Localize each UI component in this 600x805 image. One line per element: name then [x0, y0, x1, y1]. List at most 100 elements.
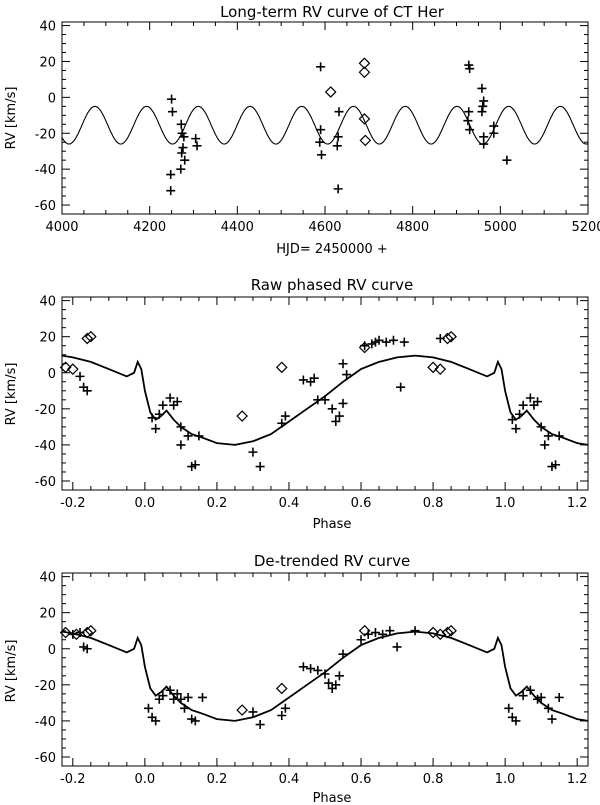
x-axis-label: Phase: [313, 791, 352, 805]
diamond-marker: [359, 114, 369, 124]
x-tick-label: 1.0: [495, 496, 516, 511]
plus-marker: [256, 720, 265, 729]
plus-marker: [335, 107, 344, 116]
x-tick-label: 1.2: [567, 496, 588, 511]
x-tick-label: 0.4: [279, 496, 300, 511]
plus-marker: [339, 650, 348, 659]
y-tick-label: -40: [35, 163, 56, 178]
plus-marker: [515, 410, 524, 419]
plus-marker: [502, 156, 511, 165]
figure: Long-term RV curve of CT Her HJD= 245000…: [0, 0, 600, 805]
plus-marker: [411, 626, 420, 635]
diamond-marker: [237, 411, 247, 421]
x-tick-label: 0.2: [207, 496, 228, 511]
diamond-marker: [277, 683, 287, 693]
plus-marker: [315, 138, 324, 147]
x-tick-label: 4000: [45, 220, 78, 235]
y-axis-label: RV [km/s]: [4, 87, 19, 150]
plus-marker: [504, 704, 513, 713]
x-tick-label: 0.8: [423, 772, 444, 787]
plus-marker: [555, 431, 564, 440]
plus-marker: [167, 95, 176, 104]
plus-marker: [555, 693, 564, 702]
plus-marker: [76, 372, 85, 381]
x-tick-label: 0.0: [135, 496, 156, 511]
plus-marker: [144, 704, 153, 713]
x-tick-label: 4800: [396, 220, 429, 235]
x-tick-label: -0.2: [60, 772, 85, 787]
plus-marker: [194, 431, 203, 440]
model-curve: [62, 106, 588, 144]
panel-title: De-trended RV curve: [254, 552, 410, 570]
plus-marker: [299, 662, 308, 671]
diamond-marker: [277, 362, 287, 372]
x-tick-label: 5200: [571, 220, 600, 235]
diamond-marker: [360, 135, 370, 145]
plus-marker: [547, 715, 556, 724]
x-tick-label: 0.6: [351, 772, 372, 787]
plus-marker: [400, 338, 409, 347]
plus-marker: [306, 664, 315, 673]
y-tick-label: -60: [35, 199, 56, 214]
long-term-rv-panel: Long-term RV curve of CT Her HJD= 245000…: [4, 3, 600, 257]
y-tick-label: 40: [39, 20, 56, 35]
plus-marker: [478, 102, 487, 111]
plus-marker: [463, 116, 472, 125]
x-tick-label: 0.2: [207, 772, 228, 787]
x-tick-label: 4200: [133, 220, 166, 235]
y-tick-label: -40: [35, 715, 56, 730]
plus-marker: [477, 84, 486, 93]
raw-phased-rv-panel: Raw phased RV curve Phase RV [km/s] -0.2…: [4, 276, 588, 532]
x-tick-label: -0.2: [60, 496, 85, 511]
plus-marker: [158, 401, 167, 410]
x-tick-label: 4600: [308, 220, 341, 235]
x-tick-label: 1.0: [495, 772, 516, 787]
panel-title: Raw phased RV curve: [251, 276, 414, 294]
plus-marker: [382, 338, 391, 347]
plus-marker: [317, 150, 326, 159]
plot-frame: [62, 297, 588, 490]
y-tick-label: -40: [35, 439, 56, 454]
plus-marker: [176, 440, 185, 449]
plus-marker: [198, 693, 207, 702]
plus-marker: [334, 132, 343, 141]
diamond-marker: [237, 705, 247, 715]
x-tick-label: 1.2: [567, 772, 588, 787]
plus-marker: [256, 462, 265, 471]
plus-marker: [508, 415, 517, 424]
plus-marker: [393, 642, 402, 651]
x-tick-label: 0.0: [135, 772, 156, 787]
plus-marker: [248, 707, 257, 716]
plus-marker: [180, 704, 189, 713]
plus-marker: [477, 107, 486, 116]
plus-marker: [191, 134, 200, 143]
plus-marker: [333, 141, 342, 150]
plus-marker: [321, 395, 330, 404]
y-axis-label: RV [km/s]: [4, 640, 19, 703]
plus-marker: [299, 375, 308, 384]
de-trended-rv-panel: De-trended RV curve Phase RV [km/s] -0.2…: [4, 552, 588, 805]
y-tick-label: 20: [39, 55, 56, 70]
plus-marker: [364, 630, 373, 639]
y-tick-label: 40: [39, 571, 56, 586]
plus-marker: [540, 440, 549, 449]
y-tick-label: -20: [35, 403, 56, 418]
plus-marker: [166, 186, 175, 195]
plus-marker: [184, 693, 193, 702]
plus-marker: [339, 399, 348, 408]
y-tick-label: -60: [35, 751, 56, 766]
x-tick-label: 0.8: [423, 496, 444, 511]
plus-marker: [519, 401, 528, 410]
y-tick-label: -60: [35, 475, 56, 490]
plus-marker: [178, 143, 187, 152]
x-tick-label: 4400: [221, 220, 254, 235]
y-tick-label: 20: [39, 607, 56, 622]
plus-marker: [479, 96, 488, 105]
plus-marker: [396, 383, 405, 392]
plus-marker: [248, 448, 257, 457]
x-axis-label: Phase: [313, 517, 352, 532]
plus-marker: [168, 107, 177, 116]
diamond-marker: [326, 87, 336, 97]
y-tick-label: 0: [48, 643, 56, 658]
plot-frame: [62, 573, 588, 766]
